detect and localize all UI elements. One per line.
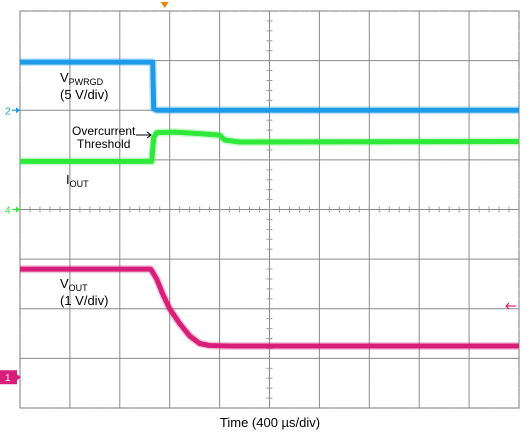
overcurrent-threshold-label-line1: Overcurrent (72, 124, 136, 138)
vpwrgd-label: VPWRGD (60, 70, 104, 87)
channel-markers: 2 4 1 (0, 106, 21, 385)
x-axis-label: Time (400 µs/div) (220, 415, 320, 430)
vpwrgd-scale-label: (5 V/div) (60, 87, 108, 102)
channel-2-ground-marker: 2 (5, 106, 20, 117)
trigger-position-marker (160, 2, 169, 8)
scope-grid (19, 10, 520, 409)
channel-marker-label: 1 (5, 373, 11, 384)
trace-vpwrgd (20, 59, 519, 113)
overcurrent-threshold-label-line2: Threshold (77, 137, 130, 151)
iout-label: IOUT (66, 172, 89, 189)
channel-marker-label: 2 (5, 106, 11, 117)
channel-marker-label: 4 (5, 206, 11, 217)
threshold-arrow-icon (136, 131, 152, 139)
trace-vout (20, 266, 519, 349)
scope-traces (20, 58, 520, 350)
offscreen-arrow-icon (505, 302, 516, 310)
trace-iout (20, 129, 520, 164)
channel-4-ground-marker: 4 (5, 206, 20, 217)
vout-scale-label: (1 V/div) (60, 293, 108, 308)
channel-1-ground-marker: 1 (0, 370, 21, 385)
vout-label: VOUT (60, 276, 88, 293)
